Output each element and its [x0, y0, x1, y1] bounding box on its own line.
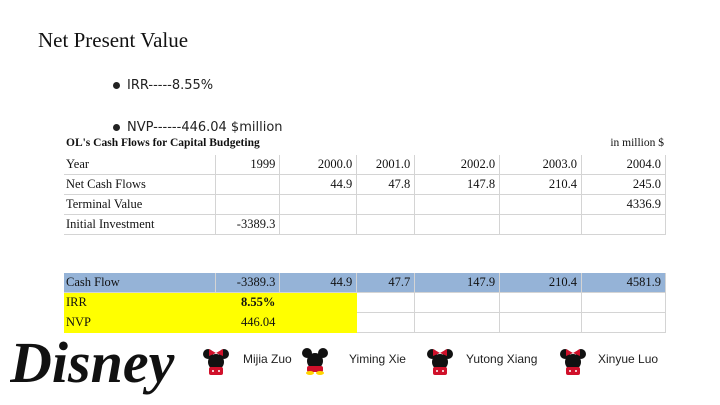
- bullet-list: IRR-----8.55% NVP------446.04 $million: [113, 76, 283, 160]
- team-member-name: Yiming Xie: [349, 352, 406, 366]
- table-cell: 210.4: [499, 174, 583, 195]
- bullet-irr: IRR-----8.55%: [113, 76, 283, 118]
- table-cell: 8.55%: [215, 292, 281, 313]
- header-cell: 2000.0: [279, 155, 358, 175]
- bullet-dot-icon: [113, 82, 120, 89]
- table-cell: 44.9: [279, 273, 358, 293]
- table-cell: [279, 292, 358, 313]
- table-cell: Terminal Value: [64, 194, 217, 215]
- header-cell: Year: [64, 155, 217, 175]
- table-cell: 44.9: [279, 174, 358, 195]
- table-cell: 446.04: [215, 312, 281, 333]
- table-cell: Cash Flow: [64, 273, 217, 293]
- table-cell: [279, 312, 358, 333]
- bullet-dot-icon: [113, 124, 120, 131]
- table-header-row: Year 1999 2000.0 2001.0 2002.0 2003.0 20…: [64, 155, 666, 175]
- header-cell: 2004.0: [581, 155, 666, 175]
- table-spacer-row: [64, 235, 666, 255]
- minnie-mouse-icon: [203, 349, 229, 375]
- table-cell: -3389.3: [215, 273, 281, 293]
- sheet-title: OL's Cash Flows for Capital Budgeting: [66, 137, 260, 149]
- table-cell: [581, 214, 666, 235]
- table-row-nvp: NVP 446.04: [64, 312, 666, 333]
- header-cell: 2003.0: [499, 155, 583, 175]
- cash-flow-spreadsheet: OL's Cash Flows for Capital Budgeting in…: [64, 137, 666, 333]
- header-cell: 2001.0: [356, 155, 416, 175]
- bullet-npv-text: NVP------446.04 $million: [127, 120, 283, 135]
- table-row-terminal-value: Terminal Value 4336.9: [64, 194, 666, 215]
- header-cell: 1999: [215, 155, 281, 175]
- disney-logo-text: Disney: [10, 330, 175, 395]
- disney-logo: Disney: [10, 330, 175, 395]
- table-cell: IRR: [64, 292, 217, 313]
- sheet-unit: in million $: [610, 137, 664, 149]
- bullet-irr-text: IRR-----8.55%: [127, 78, 214, 93]
- table-cell: Initial Investment: [64, 214, 217, 235]
- table-cell: 147.9: [414, 273, 501, 293]
- table-cell: [499, 214, 583, 235]
- table-row-initial-investment: Initial Investment -3389.3: [64, 214, 666, 235]
- table-cell: [279, 214, 358, 235]
- minnie-mouse-icon: [560, 349, 586, 375]
- table-cell: 245.0: [581, 174, 666, 195]
- table-row-net-cash-flows: Net Cash Flows 44.9 47.8 147.8 210.4 245…: [64, 174, 666, 195]
- team-member-name: Xinyue Luo: [598, 352, 659, 366]
- table-cell: NVP: [64, 312, 217, 333]
- slide-title: Net Present Value: [38, 28, 189, 52]
- table-cell: 210.4: [499, 273, 583, 293]
- cash-flow-table: Year 1999 2000.0 2001.0 2002.0 2003.0 20…: [64, 155, 666, 333]
- bullet-npv: NVP------446.04 $million: [113, 118, 283, 160]
- table-cell: 47.7: [356, 273, 416, 293]
- table-cell: [414, 194, 501, 215]
- table-cell: [414, 214, 501, 235]
- table-spacer-row: [64, 254, 666, 273]
- table-row-cash-flow: Cash Flow -3389.3 44.9 47.7 147.9 210.4 …: [64, 273, 666, 293]
- table-cell: [215, 174, 281, 195]
- table-row-irr: IRR 8.55%: [64, 292, 666, 313]
- team-member-name: Mijia Zuo: [243, 352, 292, 366]
- table-cell: 147.8: [414, 174, 501, 195]
- table-cell: 47.8: [356, 174, 416, 195]
- table-cell: [215, 194, 281, 215]
- table-cell: [279, 194, 358, 215]
- mickey-mouse-icon: [302, 348, 328, 375]
- table-cell: [356, 214, 416, 235]
- header-cell: 2002.0: [414, 155, 501, 175]
- table-cell: 4336.9: [581, 194, 666, 215]
- table-cell: -3389.3: [215, 214, 281, 235]
- table-cell: [356, 194, 416, 215]
- table-cell: [499, 194, 583, 215]
- minnie-mouse-icon: [427, 349, 453, 375]
- table-cell: Net Cash Flows: [64, 174, 217, 195]
- table-cell: 4581.9: [581, 273, 666, 293]
- team-member-name: Yutong Xiang: [466, 352, 538, 366]
